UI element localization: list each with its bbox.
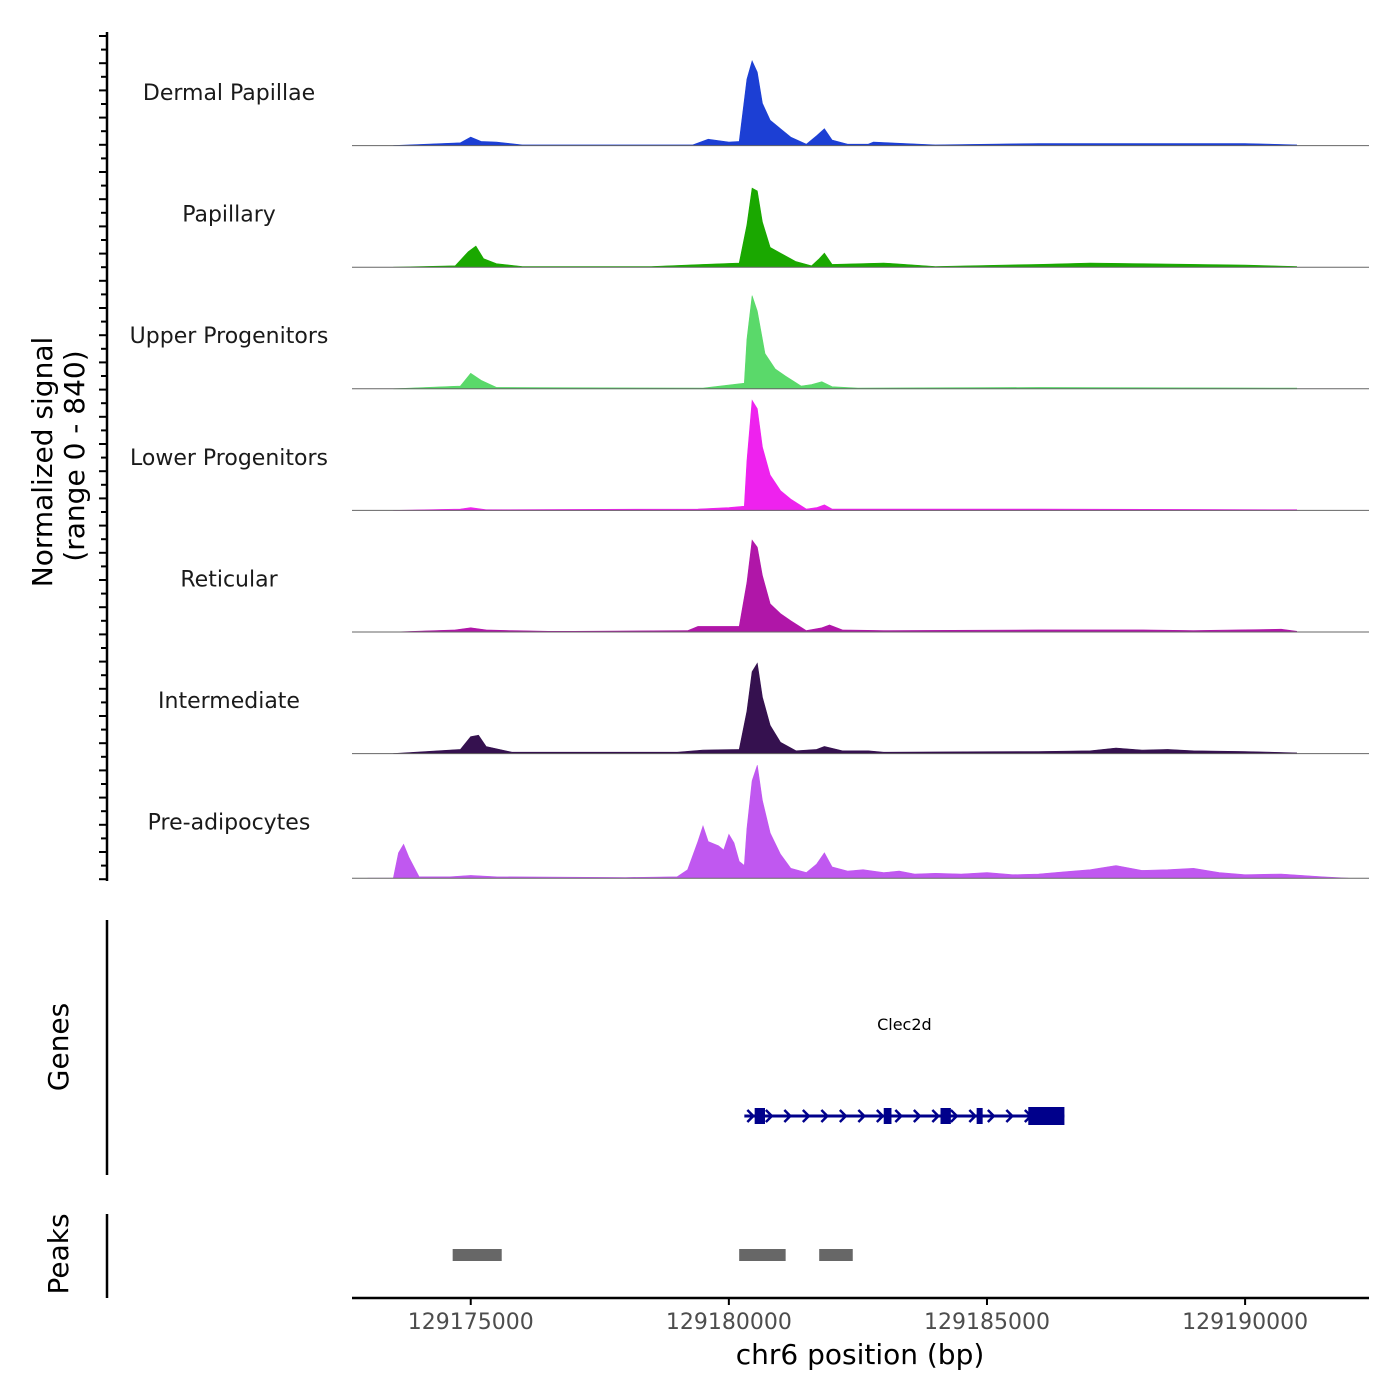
track-label: Pre-adipocytes <box>148 811 311 836</box>
strand-arrow <box>894 1109 904 1123</box>
strand-arrow <box>949 1109 959 1123</box>
track-signal-area <box>393 187 1297 268</box>
peak-bar <box>819 1249 853 1261</box>
strand-arrow <box>746 1109 756 1123</box>
track-label: Upper Progenitors <box>130 324 329 349</box>
track-label: Lower Progenitors <box>130 446 328 471</box>
x-tick-label: 129180000 <box>666 1310 792 1335</box>
track-pre-adipocytes: Pre-adipocytes <box>148 765 1369 879</box>
peak-bar <box>739 1249 786 1261</box>
track-label: Reticular <box>180 567 278 592</box>
strand-arrow <box>838 1109 848 1123</box>
track-signal-area <box>393 539 1297 633</box>
track-reticular: Reticular <box>180 539 1369 633</box>
track-signal-area <box>393 60 1297 146</box>
track-papillary: Papillary <box>182 187 1369 268</box>
coverage-panel: Dermal Papillae Papillary Upper Progenitor… <box>26 32 1369 881</box>
genes-panel: Genes Clec2d <box>42 920 1065 1175</box>
x-axis-ticks: 129175000 129180000 129185000 129190000 <box>408 1298 1308 1335</box>
track-signal-area <box>393 295 1297 390</box>
track-label: Dermal Papillae <box>143 81 315 106</box>
x-axis-title: chr6 position (bp) <box>736 1338 985 1371</box>
coverage-y-ticks <box>99 35 107 881</box>
strand-arrow <box>801 1109 811 1123</box>
track-intermediate: Intermediate <box>158 662 1369 755</box>
peak-bar <box>452 1249 502 1261</box>
genes-axis-title: Genes <box>42 1003 75 1091</box>
track-signal-area <box>367 765 1349 879</box>
gene-models: Clec2d <box>744 1015 1065 1125</box>
gene-exon <box>754 1108 765 1124</box>
x-axis: 129175000 129180000 129185000 129190000 chr… <box>352 1296 1369 1371</box>
y-axis-range: (range 0 - 840) <box>58 350 91 561</box>
peaks-axis-title: Peaks <box>42 1213 75 1294</box>
track-label: Intermediate <box>158 689 300 714</box>
strand-arrow <box>764 1109 774 1123</box>
peak-bars <box>452 1249 853 1261</box>
x-tick-label: 129190000 <box>1182 1310 1308 1335</box>
strand-arrow <box>857 1109 867 1123</box>
peaks-panel: Peaks <box>42 1213 853 1298</box>
strand-arrow <box>1005 1109 1015 1123</box>
strand-arrow <box>968 1109 978 1123</box>
strand-arrow <box>986 1109 996 1123</box>
strand-arrow <box>912 1109 922 1123</box>
gene-label: Clec2d <box>877 1015 932 1034</box>
gene-exon <box>883 1108 892 1124</box>
x-tick-label: 129185000 <box>924 1310 1050 1335</box>
track-upper-progenitors: Upper Progenitors <box>130 295 1369 390</box>
x-tick-label: 129175000 <box>408 1310 534 1335</box>
coverage-tracks: Dermal Papillae Papillary Upper Progenitor… <box>130 60 1369 879</box>
strand-arrow <box>931 1109 941 1123</box>
track-lower-progenitors: Lower Progenitors <box>130 399 1369 511</box>
track-label: Papillary <box>182 203 276 228</box>
track-signal-area <box>393 662 1297 754</box>
gene-clec2d: Clec2d <box>744 1015 1065 1125</box>
track-signal-area <box>393 399 1297 511</box>
track-dermal-papillae: Dermal Papillae <box>143 60 1369 147</box>
gene-exon <box>976 1108 983 1124</box>
strand-arrow <box>820 1109 830 1123</box>
strand-arrow <box>783 1109 793 1123</box>
gene-exon <box>1028 1107 1065 1125</box>
strand-arrow <box>875 1109 885 1123</box>
gene-exon <box>940 1108 951 1124</box>
y-axis-title: Normalized signal <box>26 337 59 588</box>
